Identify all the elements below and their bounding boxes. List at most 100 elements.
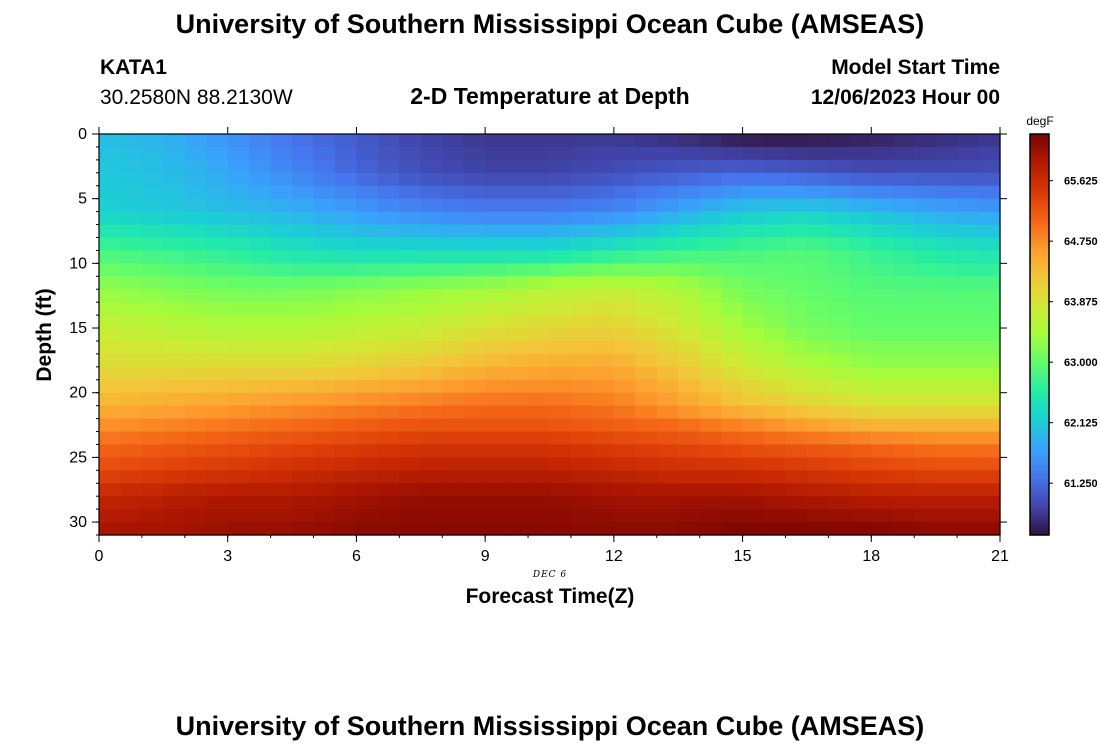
- heatmap-cell: [528, 134, 551, 148]
- heatmap-cell: [785, 340, 808, 355]
- heatmap-cell: [506, 185, 529, 200]
- heatmap-cell: [742, 315, 765, 329]
- heatmap-cell: [549, 340, 572, 355]
- heatmap-cell: [356, 159, 379, 174]
- y-tick-label: 10: [69, 255, 87, 272]
- heatmap-cell: [141, 250, 164, 264]
- heatmap-cell: [485, 340, 508, 355]
- heatmap-cell: [742, 328, 765, 342]
- heatmap-cell: [742, 185, 765, 200]
- heatmap-cell: [849, 418, 872, 433]
- heatmap-cell: [420, 302, 443, 316]
- heatmap-cell: [828, 289, 851, 303]
- heatmap-cell: [506, 509, 529, 523]
- heatmap-cell: [935, 302, 958, 316]
- heatmap-cell: [957, 224, 980, 239]
- heatmap-cell: [463, 224, 486, 239]
- heatmap-cell: [806, 237, 829, 252]
- heatmap-cell: [485, 172, 508, 187]
- heatmap-cell: [721, 496, 744, 510]
- heatmap-cell: [356, 379, 379, 394]
- heatmap-cell: [656, 159, 679, 174]
- heatmap-cell: [828, 237, 851, 252]
- heatmap-cell: [227, 159, 250, 174]
- heatmap-cell: [163, 198, 186, 213]
- heatmap-cell: [742, 418, 765, 433]
- heatmap-cell: [678, 431, 701, 446]
- heatmap-cell: [914, 159, 937, 174]
- heatmap-cell: [506, 211, 529, 226]
- heatmap-cell: [313, 496, 336, 510]
- heatmap-cell: [292, 496, 315, 510]
- heatmap-cell: [721, 340, 744, 355]
- heatmap-cell: [635, 366, 658, 381]
- heatmap-cell: [206, 159, 229, 174]
- heatmap-cell: [978, 522, 1001, 536]
- heatmap-cell: [656, 224, 679, 239]
- heatmap-cell: [163, 379, 186, 394]
- heatmap-cell: [399, 444, 422, 458]
- heatmap-cell: [399, 353, 422, 368]
- heatmap-cell: [914, 418, 937, 433]
- heatmap-cell: [764, 237, 787, 252]
- heatmap-cell: [528, 353, 551, 368]
- heatmap-cell: [485, 146, 508, 161]
- heatmap-cell: [334, 366, 358, 381]
- heatmap-cell: [978, 198, 1001, 213]
- heatmap-cell: [570, 289, 593, 303]
- heatmap-cell: [528, 431, 551, 446]
- heatmap-cell: [635, 185, 658, 200]
- heatmap-cell: [785, 328, 808, 342]
- heatmap-cell: [334, 172, 358, 187]
- heatmap-cell: [206, 379, 229, 394]
- heatmap-cell: [721, 185, 744, 200]
- heatmap-cell: [442, 405, 465, 420]
- heatmap-cell: [334, 353, 358, 368]
- heatmap-cell: [442, 276, 465, 290]
- heatmap-cell: [485, 418, 508, 433]
- heatmap-cell: [785, 146, 808, 161]
- heatmap-cell: [635, 509, 658, 523]
- heatmap-cell: [914, 250, 937, 264]
- heatmap-cell: [120, 366, 143, 381]
- heatmap-cell: [356, 211, 379, 226]
- heatmap-cell: [141, 198, 164, 213]
- heatmap-cell: [399, 522, 422, 536]
- y-axis-label: Depth (ft): [33, 288, 56, 382]
- heatmap-cell: [528, 302, 551, 316]
- heatmap-cell: [120, 470, 143, 484]
- heatmap-cell: [528, 328, 551, 342]
- heatmap-cell: [163, 328, 186, 342]
- heatmap-cell: [506, 315, 529, 329]
- heatmap-cell: [656, 302, 679, 316]
- heatmap-cell: [721, 457, 744, 471]
- heatmap-cell: [635, 328, 658, 342]
- heatmap-cell: [249, 237, 272, 252]
- heatmap-cell: [249, 289, 272, 303]
- heatmap-cell: [935, 353, 958, 368]
- heatmap-cell: [184, 237, 207, 252]
- heatmap-cell: [442, 289, 465, 303]
- heatmap-cell: [356, 172, 379, 187]
- heatmap-cell: [163, 276, 186, 290]
- heatmap-cell: [849, 315, 872, 329]
- heatmap-cell: [549, 405, 572, 420]
- heatmap-cell: [313, 211, 336, 226]
- heatmap-cell: [313, 340, 336, 355]
- heatmap-cell: [399, 315, 422, 329]
- x-tick-label: 0: [95, 548, 104, 565]
- heatmap-cell: [377, 509, 400, 523]
- heatmap-cell: [292, 418, 315, 433]
- heatmap-cell: [592, 509, 615, 523]
- heatmap-cell: [721, 353, 744, 368]
- heatmap-cell: [356, 289, 379, 303]
- heatmap-cell: [506, 237, 529, 252]
- heatmap-cell: [806, 172, 829, 187]
- heatmap-cell: [699, 159, 722, 174]
- heatmap-cell: [506, 522, 529, 536]
- heatmap-cell: [592, 392, 615, 407]
- heatmap-cell: [99, 224, 122, 239]
- heatmap-cell: [356, 185, 379, 200]
- heatmap-cell: [592, 418, 615, 433]
- heatmap-cell: [420, 418, 443, 433]
